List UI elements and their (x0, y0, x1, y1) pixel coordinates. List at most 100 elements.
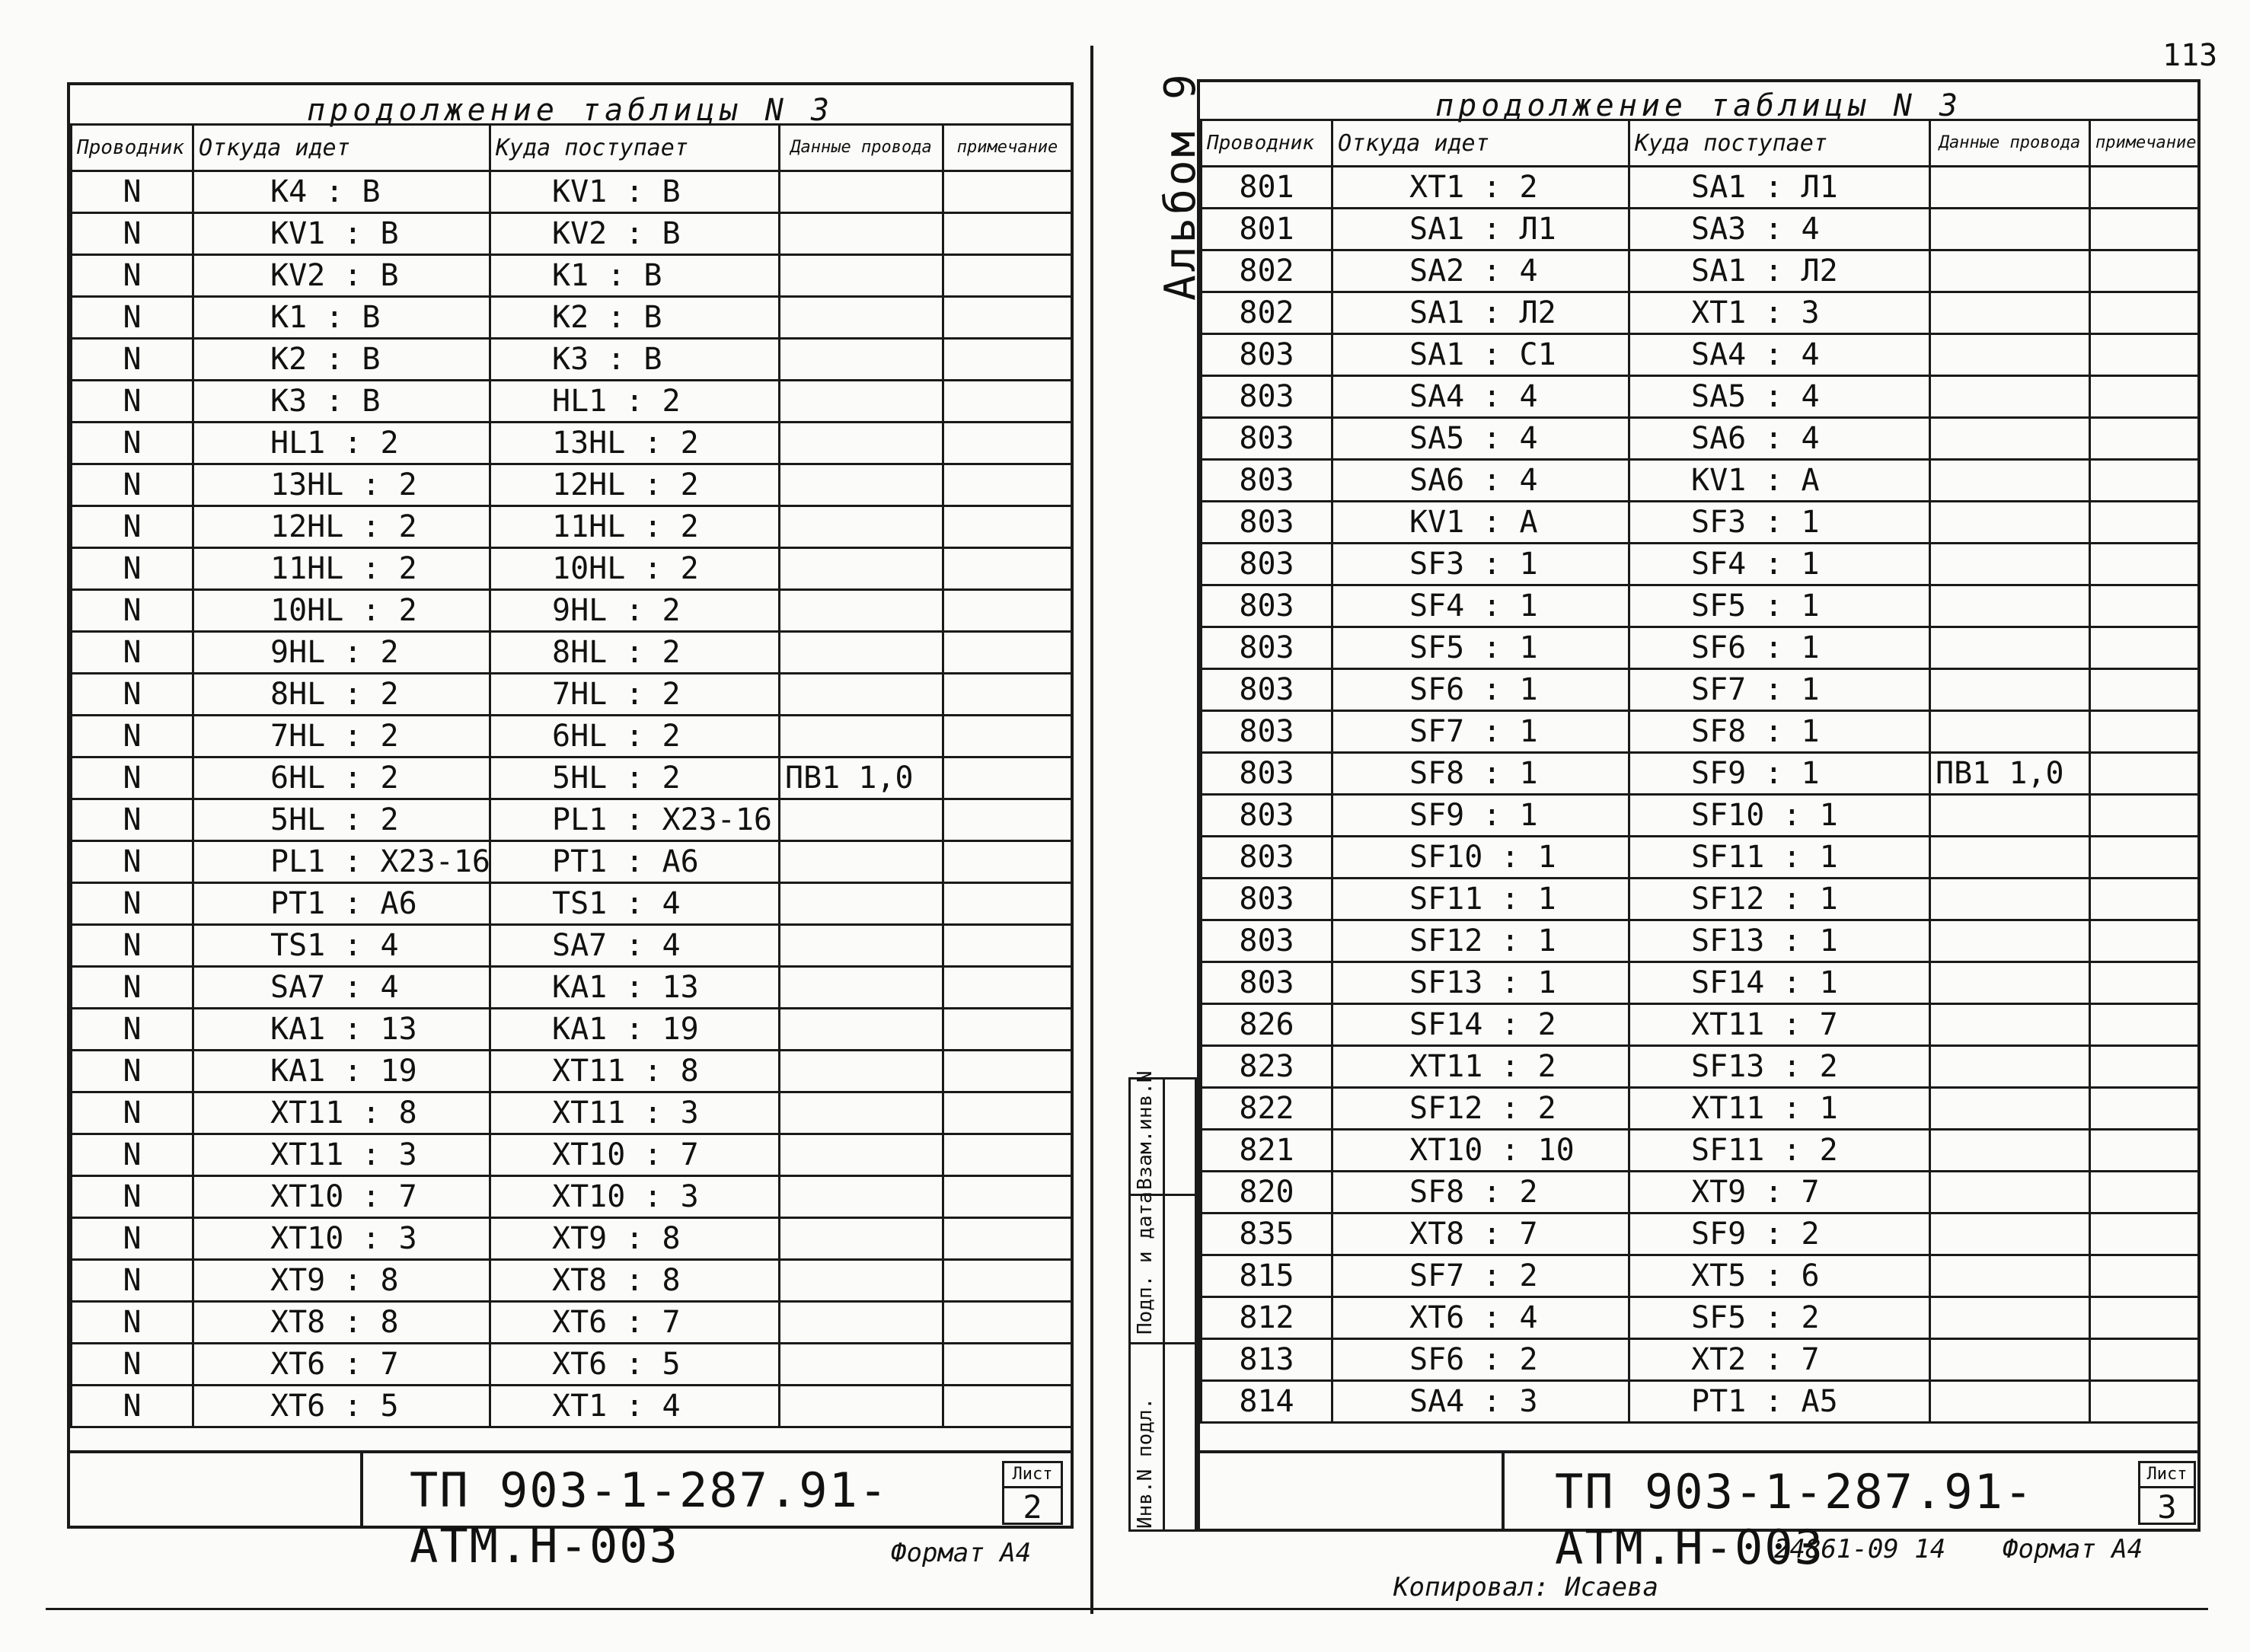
note-cell (942, 840, 1073, 884)
conductor-cell: N (70, 379, 194, 423)
note-cell (942, 714, 1073, 758)
from-cell: SF14 : 2 (1331, 1003, 1630, 1047)
note-cell (942, 756, 1073, 800)
note-cell (2089, 793, 2200, 837)
wire-data-cell (778, 1133, 944, 1177)
left-title-block: ТП 903-1-287.91- АТМ.Н-003 Лист 2 (67, 1450, 1074, 1574)
table-row: N XT11 : 3 XT10 : 7 (70, 1133, 1073, 1177)
from-cell: XT10 : 3 (192, 1217, 491, 1261)
table-row: N PL1 : X23-16 PT1 : A6 (70, 840, 1073, 884)
to-cell: SF14 : 1 (1628, 961, 1931, 1005)
left-table-title: продолжение таблицы N 3 (307, 93, 834, 128)
note-cell (2089, 1086, 2200, 1131)
to-cell: SA4 : 4 (1628, 333, 1931, 377)
wire-data-cell (778, 1342, 944, 1386)
note-cell (942, 254, 1073, 298)
conductor-cell: 803 (1200, 710, 1333, 754)
wire-data-cell (778, 1049, 944, 1093)
from-cell: 5HL : 2 (192, 798, 491, 842)
table-row: N 10HL : 2 9HL : 2 (70, 588, 1073, 633)
conductor-cell: 803 (1200, 877, 1333, 921)
note-cell (942, 923, 1073, 968)
wire-data-cell (1929, 626, 2091, 670)
right-sheet-label: Лист (2140, 1463, 2194, 1488)
from-cell: SF3 : 1 (1331, 542, 1630, 586)
wire-data-cell (778, 1258, 944, 1303)
note-cell (2089, 1338, 2200, 1382)
conductor-cell: N (70, 756, 194, 800)
conductor-cell: 801 (1200, 207, 1333, 251)
to-cell: K2 : B (489, 295, 780, 340)
note-cell (942, 1217, 1073, 1261)
wire-data-cell (778, 923, 944, 968)
wire-data-cell (778, 463, 944, 507)
page-number: 113 (2162, 38, 2218, 73)
wire-data-cell (1929, 249, 2091, 293)
table-row: 803 SF8 : 1 SF9 : 1 ПВ1 1,0 (1200, 751, 2200, 796)
to-cell: SF9 : 2 (1628, 1212, 1931, 1256)
wire-data-cell (778, 295, 944, 340)
conductor-cell: 826 (1200, 1003, 1333, 1047)
wire-data-cell: ПВ1 1,0 (778, 756, 944, 800)
table-row: 823 XT11 : 2 SF13 : 2 (1200, 1044, 2200, 1089)
right-wiring-table: Проводник Откуда идет Куда поступает Дан… (1200, 119, 2200, 1424)
from-cell: HL1 : 2 (192, 421, 491, 465)
note-cell (2089, 291, 2200, 335)
wire-data-cell (778, 588, 944, 633)
to-cell: XT8 : 8 (489, 1258, 780, 1303)
from-cell: SF6 : 2 (1331, 1338, 1630, 1382)
to-cell: XT1 : 4 (489, 1384, 780, 1428)
table-row: 803 SA1 : С1 SA4 : 4 (1200, 333, 2200, 377)
wire-data-cell (1929, 668, 2091, 712)
table-row: 803 SA6 : 4 KV1 : A (1200, 458, 2200, 502)
table-row: 803 SA5 : 4 SA6 : 4 (1200, 416, 2200, 461)
from-cell: SF10 : 1 (1331, 835, 1630, 879)
wire-data-cell (1929, 1086, 2091, 1131)
album-label: Альбом 9 (1156, 71, 1205, 301)
wire-data-cell (1929, 291, 2091, 335)
table-row: N 8HL : 2 7HL : 2 (70, 672, 1073, 716)
note-cell (942, 421, 1073, 465)
from-cell: TS1 : 4 (192, 923, 491, 968)
to-cell: XT9 : 8 (489, 1217, 780, 1261)
note-cell (2089, 710, 2200, 754)
table-row: 803 SF10 : 1 SF11 : 1 (1200, 835, 2200, 879)
conductor-cell: N (70, 1007, 194, 1051)
note-cell (2089, 1254, 2200, 1298)
note-cell (2089, 1379, 2200, 1424)
from-cell: SF13 : 1 (1331, 961, 1630, 1005)
table-row: N K1 : B K2 : B (70, 295, 1073, 340)
to-cell: SF9 : 1 (1628, 751, 1931, 796)
wire-data-cell (778, 337, 944, 381)
conductor-cell: 803 (1200, 500, 1333, 544)
table-row: N KV2 : B K1 : B (70, 254, 1073, 298)
wire-data-cell (1929, 1212, 2091, 1256)
wire-data-cell (1929, 207, 2091, 251)
right-table-title: продолжение таблицы N 3 (1435, 88, 1962, 123)
from-cell: XT6 : 5 (192, 1384, 491, 1428)
note-cell (2089, 668, 2200, 712)
conductor-cell: 803 (1200, 835, 1333, 879)
wire-data-cell (1929, 1296, 2091, 1340)
to-cell: SF13 : 1 (1628, 919, 1931, 963)
table-row: N KV1 : B KV2 : B (70, 212, 1073, 256)
conductor-cell: N (70, 547, 194, 591)
wire-data-cell (1929, 1044, 2091, 1089)
to-cell: TS1 : 4 (489, 882, 780, 926)
to-cell: 6HL : 2 (489, 714, 780, 758)
from-cell: XT11 : 2 (1331, 1044, 1630, 1089)
from-cell: XT8 : 8 (192, 1300, 491, 1344)
from-cell: SA6 : 4 (1331, 458, 1630, 502)
side-stamp-column: Инв.N подл. Подп. и дата Взам.инв.N (1128, 1070, 1197, 1532)
conductor-cell: 803 (1200, 542, 1333, 586)
from-cell: 12HL : 2 (192, 505, 491, 549)
table-row: N XT8 : 8 XT6 : 7 (70, 1300, 1073, 1344)
wire-data-cell (1929, 1379, 2091, 1424)
wire-data-cell (778, 1175, 944, 1219)
from-cell: 13HL : 2 (192, 463, 491, 507)
from-cell: SF6 : 1 (1331, 668, 1630, 712)
wire-data-cell (1929, 584, 2091, 628)
note-cell (942, 463, 1073, 507)
conductor-cell: 812 (1200, 1296, 1333, 1340)
table-row: 820 SF8 : 2 XT9 : 7 (1200, 1170, 2200, 1214)
